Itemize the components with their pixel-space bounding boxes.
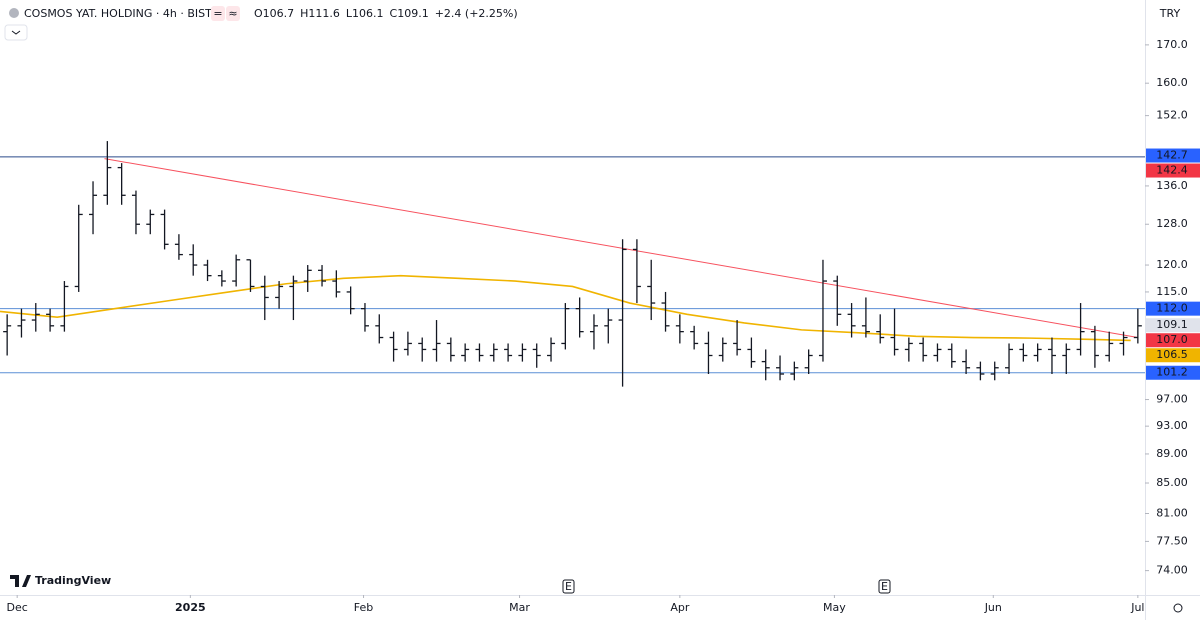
x-tick-label: Jun bbox=[984, 601, 1002, 614]
x-tick-label: Jul bbox=[1130, 601, 1144, 614]
settings-icon[interactable] bbox=[1173, 603, 1183, 613]
logo-icon bbox=[10, 575, 31, 587]
legend-value: O106.7 bbox=[254, 7, 294, 20]
earnings-glyph: E bbox=[565, 580, 572, 593]
price-tag bbox=[1146, 365, 1200, 380]
price-tag bbox=[1146, 318, 1200, 333]
logo: TradingView bbox=[10, 574, 111, 587]
y-tick-label: 93.00 bbox=[1156, 419, 1188, 432]
x-tick-label: Feb bbox=[354, 601, 373, 614]
y-tick-label: 128.0 bbox=[1156, 217, 1188, 230]
currency[interactable]: TRY bbox=[1159, 7, 1181, 20]
legend-value: L106.1 bbox=[346, 7, 384, 20]
earnings-markers: E E bbox=[562, 579, 891, 594]
price-tag bbox=[1146, 148, 1200, 163]
icon[interactable] bbox=[226, 6, 240, 21]
y-tick-label: 74.00 bbox=[1156, 564, 1188, 577]
y-tick-label: 81.00 bbox=[1156, 506, 1188, 519]
y-tick-label: 115.0 bbox=[1156, 285, 1188, 298]
price-tag-label: 112.0 bbox=[1156, 302, 1188, 315]
trendline bbox=[104, 158, 1138, 339]
icon[interactable] bbox=[211, 6, 225, 21]
collapse-button[interactable] bbox=[4, 24, 28, 41]
price-tag bbox=[1146, 348, 1200, 363]
earnings-marker[interactable] bbox=[562, 579, 575, 594]
price-tag-label: 106.5 bbox=[1156, 348, 1188, 361]
moving-average bbox=[0, 274, 1131, 342]
price-tag-label: 142.4 bbox=[1156, 164, 1188, 177]
legend-value: C109.1 bbox=[390, 7, 429, 20]
y-tick-label: 85.00 bbox=[1156, 476, 1188, 489]
price-tag-label: 109.1 bbox=[1156, 318, 1188, 331]
earnings-marker[interactable] bbox=[878, 579, 891, 594]
y-tick-label: 89.00 bbox=[1156, 447, 1188, 460]
legend-value: H111.6 bbox=[300, 7, 340, 20]
price-tag bbox=[1146, 333, 1200, 348]
y-tick-label: 120.0 bbox=[1156, 258, 1188, 271]
legend-value: +2.4 (+2.25%) bbox=[435, 7, 518, 20]
earnings-glyph: E bbox=[881, 580, 888, 593]
price-tag-label: 101.2 bbox=[1156, 366, 1188, 379]
price-tag bbox=[1146, 163, 1200, 178]
x-tick-label: 2025 bbox=[175, 601, 206, 614]
x-tick-label: Dec bbox=[7, 601, 28, 614]
y-tick-label: 160.0 bbox=[1156, 76, 1188, 89]
symbol-title: COSMOS YAT. HOLDING · 4h · BIST bbox=[24, 7, 212, 20]
price-tag bbox=[1146, 301, 1200, 316]
chevron bbox=[11, 30, 21, 35]
price-tag-label: 107.0 bbox=[1156, 333, 1188, 346]
symbol-icon bbox=[9, 8, 19, 18]
y-tick-label: 97.00 bbox=[1156, 393, 1188, 406]
price-tag-label: 142.7 bbox=[1156, 149, 1188, 162]
x-tick-label: Mar bbox=[509, 601, 530, 614]
y-tick-label: 77.50 bbox=[1156, 534, 1188, 547]
brand: TradingView bbox=[35, 574, 111, 587]
header: COSMOS YAT. HOLDING · 4h · BIST = ≈ O106… bbox=[4, 6, 1181, 41]
y-tick-label: 170.0 bbox=[1156, 38, 1188, 51]
icon-glyph: = bbox=[213, 7, 222, 20]
y-tick-label: 152.0 bbox=[1156, 109, 1188, 122]
x-tick-label: May bbox=[823, 601, 846, 614]
y-tick-label: 136.0 bbox=[1156, 179, 1188, 192]
x-tick-label: Apr bbox=[670, 601, 690, 614]
icon-glyph: ≈ bbox=[228, 7, 237, 20]
ohlc-legend: O106.7 H111.6 L106.1 C109.1 +2.4 (+2.25%) bbox=[254, 7, 518, 20]
